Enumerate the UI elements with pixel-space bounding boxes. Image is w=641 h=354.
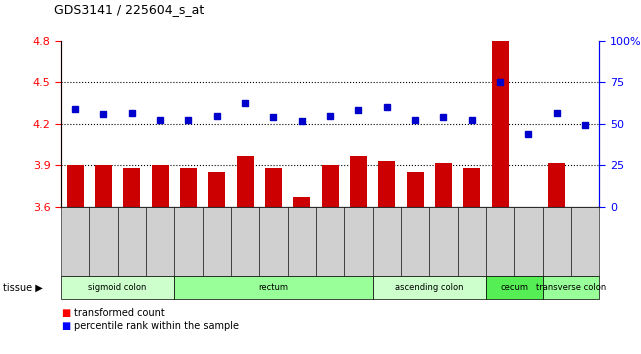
Bar (548, 163, 565, 207)
Text: percentile rank within the sample: percentile rank within the sample (74, 321, 238, 331)
Bar (180, 168, 197, 207)
Bar (237, 156, 254, 207)
Text: GDS3141 / 225604_s_at: GDS3141 / 225604_s_at (54, 3, 204, 16)
Bar (95, 166, 112, 207)
Bar (463, 168, 480, 207)
Text: ■: ■ (61, 321, 70, 331)
Text: ascending colon: ascending colon (395, 283, 463, 292)
Bar (406, 172, 424, 207)
Text: transverse colon: transverse colon (536, 283, 606, 292)
Text: ■: ■ (61, 308, 70, 318)
Bar (67, 166, 83, 207)
Bar (322, 166, 338, 207)
Text: sigmoid colon: sigmoid colon (88, 283, 147, 292)
Bar (492, 41, 509, 207)
Bar (151, 166, 169, 207)
Text: rectum: rectum (258, 283, 288, 292)
Bar (208, 172, 225, 207)
Bar (350, 156, 367, 207)
Text: cecum: cecum (501, 283, 528, 292)
Text: transformed count: transformed count (74, 308, 165, 318)
Bar (265, 168, 282, 207)
Bar (435, 163, 452, 207)
Bar (294, 198, 310, 207)
Bar (123, 168, 140, 207)
Bar (378, 161, 395, 207)
Text: tissue ▶: tissue ▶ (3, 282, 43, 293)
